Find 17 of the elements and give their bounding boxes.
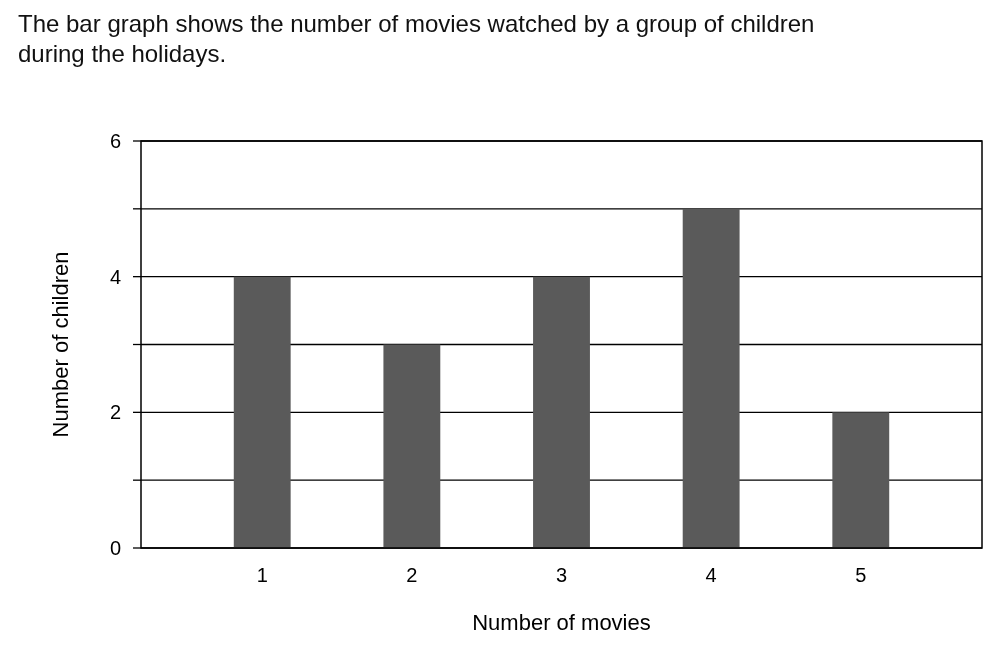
y-tick-label: 0 <box>109 537 121 559</box>
y-tick-label: 6 <box>109 130 121 152</box>
x-tick-label: 3 <box>555 564 568 586</box>
bar <box>682 208 740 548</box>
x-tick-label: 1 <box>256 564 268 586</box>
chart-title: The bar graph shows the number of movies watched by a group of children during the holidays. <box>18 10 815 67</box>
y-axis-title: Number of children <box>48 251 73 438</box>
x-tick-label: 5 <box>855 564 867 586</box>
bar <box>233 276 291 548</box>
bar <box>383 344 441 548</box>
y-tick-label: 4 <box>109 265 121 288</box>
y-tick-label: 2 <box>109 401 121 424</box>
bar <box>533 276 590 548</box>
x-tick-label: 4 <box>705 564 717 586</box>
bar <box>832 412 890 548</box>
x-axis-title: Number of movies <box>472 610 651 635</box>
x-tick-label: 2 <box>406 564 418 586</box>
